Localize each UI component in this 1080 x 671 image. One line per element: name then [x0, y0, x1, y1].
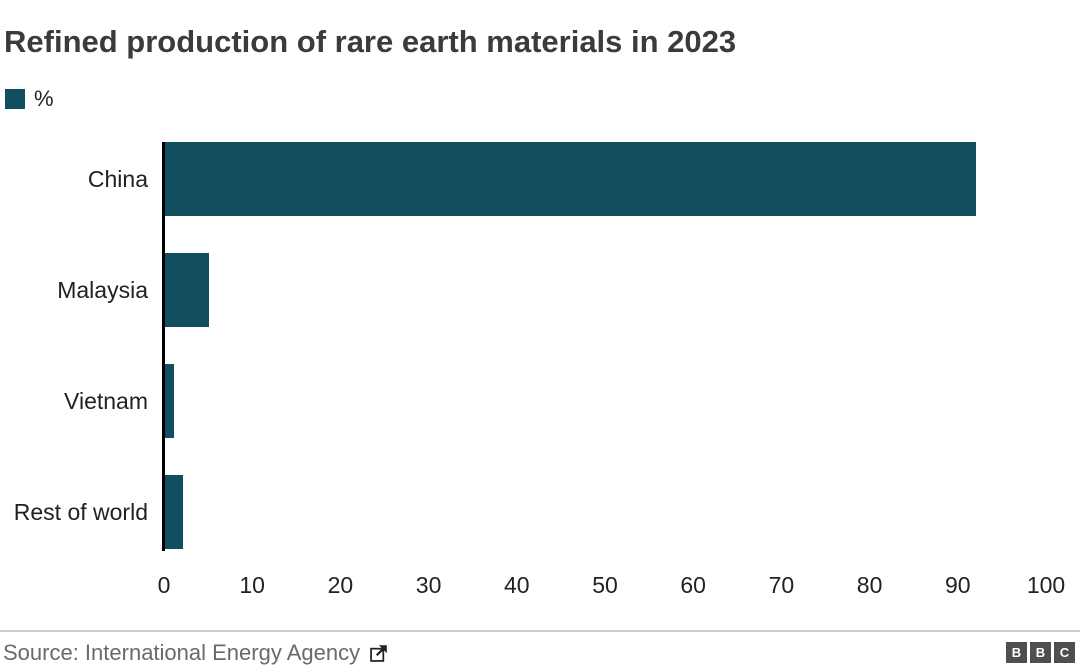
bar-segment	[165, 253, 210, 327]
bbc-logo-letter-c: C	[1054, 642, 1075, 663]
x-axis-tick-label: 90	[945, 572, 971, 598]
y-axis-line	[162, 142, 165, 551]
external-link-icon	[370, 644, 387, 662]
bbc-logo: B B C	[1006, 642, 1075, 663]
source-link[interactable]: Source: International Energy Agency	[3, 640, 389, 666]
bar-chart: China Malaysia Vietnam Rest of world 0 10 20 3…	[0, 142, 1080, 598]
x-axis-tick-label: 40	[504, 572, 530, 598]
bar-row-china: China	[0, 142, 1080, 216]
footer-divider	[0, 630, 1080, 632]
x-axis-tick-label: 100	[1026, 572, 1066, 598]
x-axis-tick-label: 0	[157, 572, 171, 598]
chart-title: Refined production of rare earth materia…	[4, 24, 737, 59]
bar-row-malaysia: Malaysia	[0, 253, 1080, 327]
category-label: China	[87, 166, 148, 192]
x-axis-tick-label: 30	[415, 572, 442, 598]
category-label: Malaysia	[57, 277, 148, 303]
bbc-logo-letter-b1: B	[1006, 642, 1027, 663]
bar-row-rest-of-world: Rest of world	[0, 475, 1080, 549]
source-label: Source: International Energy Agency	[3, 640, 361, 665]
x-axis-tick-label: 60	[680, 572, 706, 598]
x-axis-tick-label: 70	[768, 572, 795, 598]
legend: %	[5, 86, 54, 111]
x-axis-tick-label: 80	[856, 572, 883, 598]
legend-swatch-icon	[5, 89, 25, 109]
bar-segment	[165, 364, 174, 438]
category-label: Rest of world	[13, 499, 148, 525]
legend-label: %	[34, 86, 54, 111]
x-axis-tick-label: 10	[239, 572, 265, 598]
x-axis-tick-label: 20	[327, 572, 354, 598]
bar-segment	[165, 142, 977, 216]
bbc-logo-letter-b2: B	[1030, 642, 1051, 663]
x-axis-tick-label: 50	[592, 572, 618, 598]
bar-segment	[165, 475, 183, 549]
category-label: Vietnam	[64, 388, 148, 414]
bar-row-vietnam: Vietnam	[0, 364, 1080, 438]
